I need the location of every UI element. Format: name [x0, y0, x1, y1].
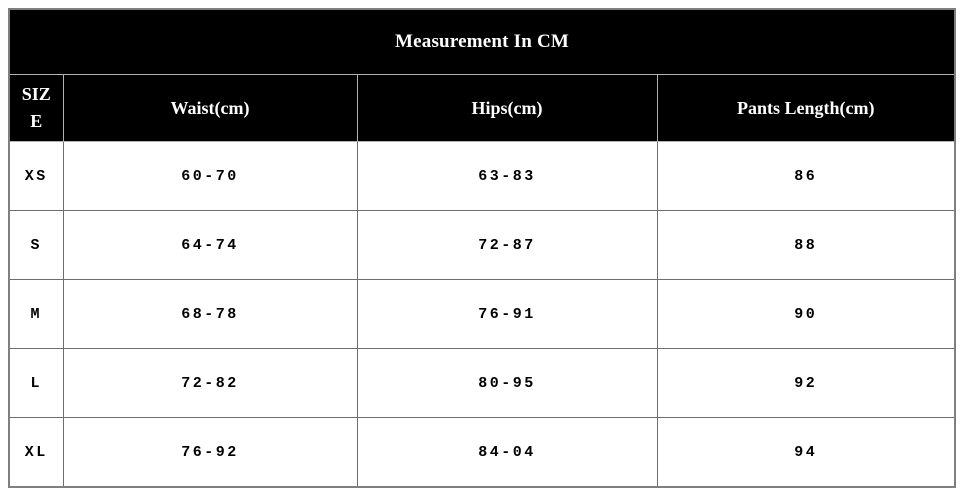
waist-cell: 60-70 — [62, 141, 358, 211]
column-header-pants-length: Pants Length(cm) — [656, 74, 956, 142]
size-cell: XS — [8, 141, 64, 211]
table-row: XL 76-92 84-04 94 — [8, 417, 956, 488]
table-row: L 72-82 80-95 92 — [8, 348, 956, 418]
size-cell: XL — [8, 417, 64, 488]
hips-cell: 84-04 — [356, 417, 658, 488]
waist-cell: 64-74 — [62, 210, 358, 280]
pants-length-cell: 86 — [656, 141, 956, 211]
hips-cell: 63-83 — [356, 141, 658, 211]
pants-length-cell: 88 — [656, 210, 956, 280]
waist-cell: 72-82 — [62, 348, 358, 418]
pants-length-cell: 92 — [656, 348, 956, 418]
hips-cell: 80-95 — [356, 348, 658, 418]
table-title: Measurement In CM — [8, 8, 956, 75]
table-row: S 64-74 72-87 88 — [8, 210, 956, 280]
table-row: XS 60-70 63-83 86 — [8, 141, 956, 211]
pants-length-cell: 90 — [656, 279, 956, 349]
column-header-row: SIZE Waist(cm) Hips(cm) Pants Length(cm) — [8, 74, 956, 142]
column-header-waist: Waist(cm) — [62, 74, 358, 142]
hips-cell: 76-91 — [356, 279, 658, 349]
table-row: M 68-78 76-91 90 — [8, 279, 956, 349]
size-cell: L — [8, 348, 64, 418]
pants-length-cell: 94 — [656, 417, 956, 488]
waist-cell: 76-92 — [62, 417, 358, 488]
waist-cell: 68-78 — [62, 279, 358, 349]
size-cell: M — [8, 279, 64, 349]
table-title-row: Measurement In CM — [8, 8, 956, 75]
size-chart-table: Measurement In CM SIZE Waist(cm) Hips(cm… — [8, 8, 957, 488]
column-header-hips: Hips(cm) — [356, 74, 658, 142]
size-cell: S — [8, 210, 64, 280]
column-header-size: SIZE — [8, 74, 64, 142]
hips-cell: 72-87 — [356, 210, 658, 280]
